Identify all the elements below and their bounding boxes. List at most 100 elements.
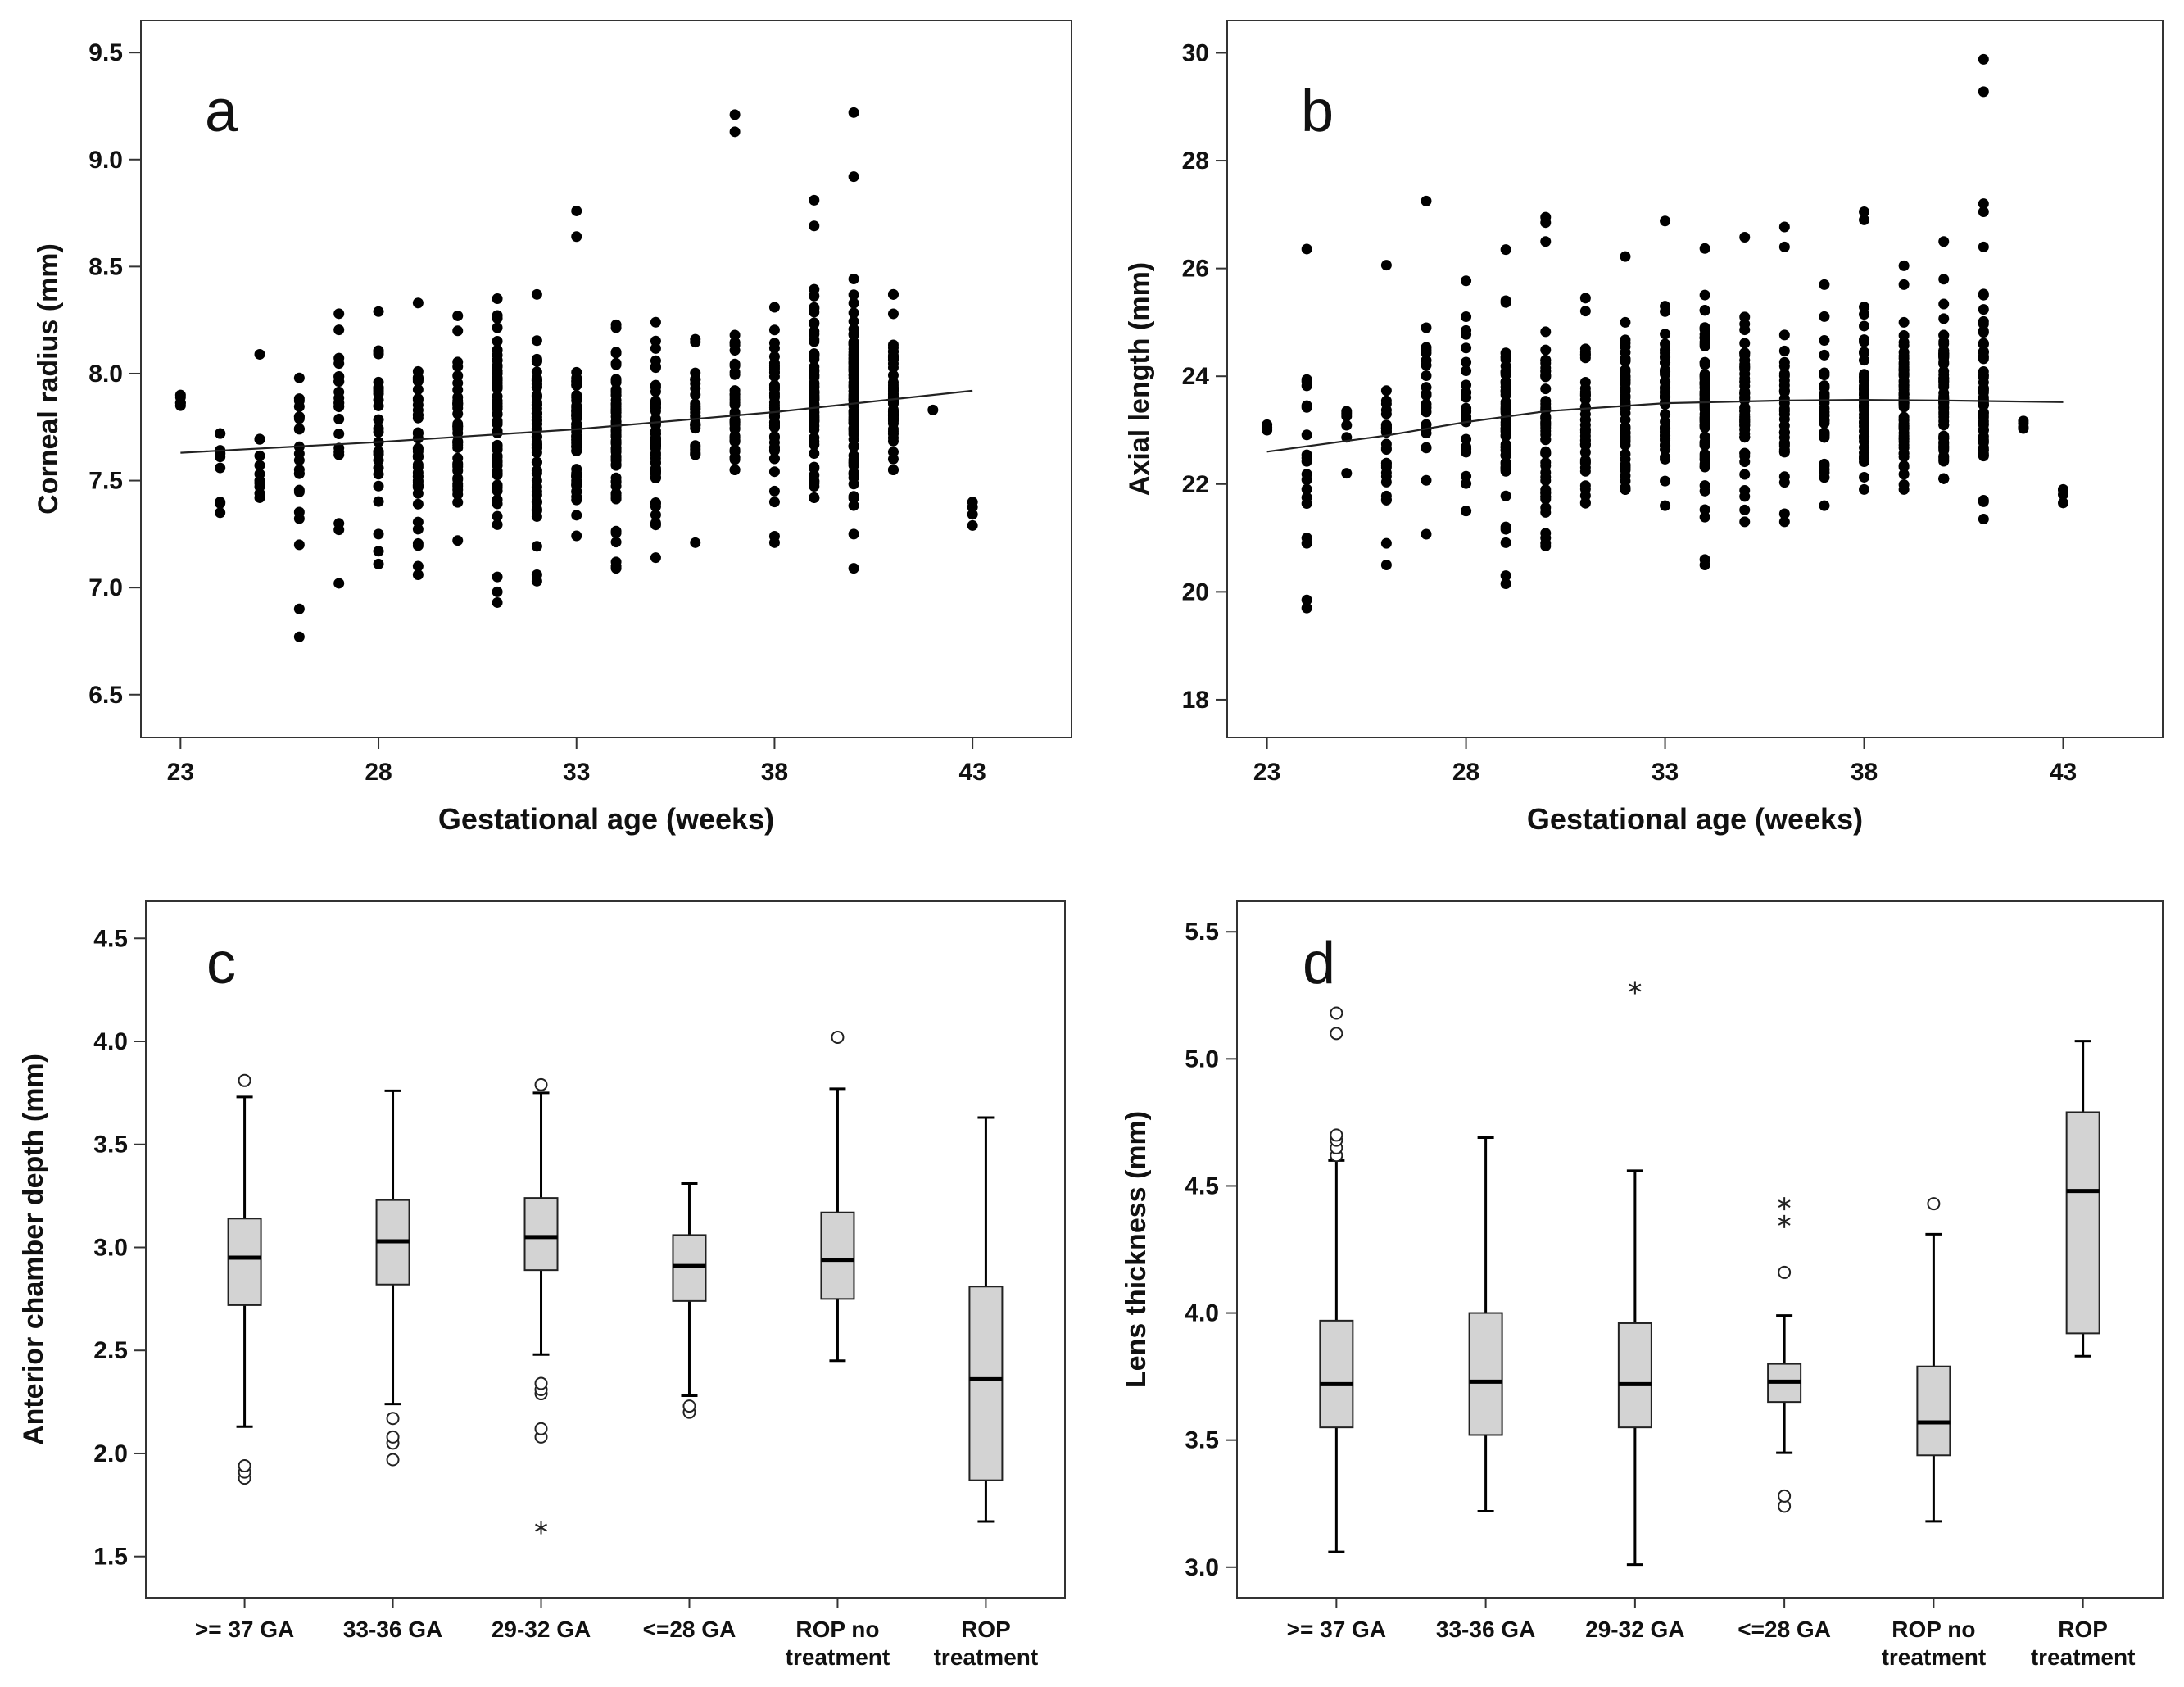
data-point	[1859, 483, 1870, 495]
data-point	[492, 310, 503, 321]
data-point	[333, 358, 345, 370]
data-point	[215, 428, 226, 439]
data-point	[848, 289, 859, 301]
data-point	[690, 374, 701, 385]
data-point	[373, 306, 384, 317]
x-tick-label: 28	[1452, 759, 1479, 786]
data-point	[1380, 438, 1392, 450]
data-point	[1778, 508, 1790, 519]
data-point	[1859, 372, 1870, 383]
data-point	[571, 468, 582, 479]
outlier-circle	[1330, 1027, 1343, 1041]
data-point	[768, 453, 780, 465]
data-point	[531, 355, 542, 366]
data-point	[254, 450, 265, 461]
data-point	[1620, 483, 1631, 495]
data-point	[610, 537, 622, 548]
data-point	[492, 365, 503, 377]
data-point	[1461, 342, 1472, 354]
data-point	[848, 297, 859, 309]
data-point	[373, 462, 384, 474]
data-point	[768, 342, 780, 354]
data-point	[452, 452, 464, 464]
data-point	[412, 383, 424, 395]
data-point	[1978, 318, 1989, 329]
data-point	[1898, 414, 1910, 425]
data-point	[333, 371, 345, 383]
data-point	[1778, 329, 1790, 341]
data-point	[215, 447, 226, 459]
data-point	[729, 436, 741, 447]
data-point	[650, 335, 661, 347]
data-point	[1699, 340, 1710, 351]
outlier-circle	[534, 1376, 548, 1390]
data-point	[333, 578, 345, 589]
data-point	[848, 338, 859, 350]
data-point	[1978, 304, 1989, 315]
data-point	[1739, 388, 1751, 399]
data-point	[1301, 429, 1312, 441]
category-label: ROP	[961, 1617, 1011, 1642]
data-point	[492, 355, 503, 366]
data-point	[215, 497, 226, 509]
data-point	[492, 293, 503, 305]
data-point	[887, 406, 899, 418]
data-point	[531, 335, 542, 347]
data-point	[373, 388, 384, 400]
data-point	[848, 454, 859, 465]
data-point	[215, 507, 226, 519]
data-point	[492, 403, 503, 415]
data-point	[531, 288, 542, 300]
data-point	[1660, 500, 1671, 511]
iqr-box	[968, 1286, 1004, 1481]
data-point	[650, 501, 661, 512]
fit-line	[180, 389, 973, 454]
data-point	[610, 347, 622, 358]
data-point	[1938, 419, 1950, 431]
data-point	[1579, 465, 1591, 477]
y-tick-label: 9.5	[88, 39, 123, 66]
y-tick-label: 5.0	[1185, 1045, 1219, 1073]
data-point	[571, 433, 582, 445]
data-point	[729, 394, 741, 406]
data-point	[293, 539, 305, 551]
data-point	[1739, 414, 1751, 425]
data-point	[650, 386, 661, 397]
data-point	[768, 324, 780, 336]
data-point	[729, 338, 741, 349]
y-tick-label: 24	[1182, 363, 1210, 390]
data-point	[650, 552, 661, 564]
data-point	[1859, 214, 1870, 225]
category-label-line2: treatment	[786, 1644, 890, 1670]
data-point	[1859, 397, 1870, 408]
data-point	[373, 414, 384, 425]
data-point	[492, 596, 503, 608]
data-point	[1978, 338, 1989, 349]
data-point	[254, 433, 265, 445]
data-point	[492, 510, 503, 522]
y-tick-label: 4.5	[1185, 1172, 1219, 1199]
data-point	[1938, 329, 1950, 341]
data-point	[1461, 365, 1472, 377]
data-point	[927, 404, 939, 415]
iqr-box	[2065, 1111, 2100, 1335]
data-point	[333, 386, 345, 397]
data-point	[531, 569, 542, 580]
data-point	[1978, 206, 1989, 218]
data-point	[1540, 474, 1552, 486]
outlier-circle	[534, 1077, 548, 1091]
data-point	[1540, 506, 1552, 518]
data-point	[1540, 537, 1552, 549]
data-point	[1938, 473, 1950, 484]
data-point	[373, 496, 384, 507]
category-label: 33-36 GA	[343, 1617, 442, 1642]
data-point	[1859, 442, 1870, 453]
data-point	[1778, 432, 1790, 443]
data-point	[610, 416, 622, 428]
data-point	[1660, 409, 1671, 420]
data-point	[1579, 480, 1591, 492]
fit-line	[1266, 399, 2064, 453]
data-point	[412, 443, 424, 455]
category-label: >= 37 GA	[1287, 1617, 1386, 1642]
data-point	[1699, 377, 1710, 388]
